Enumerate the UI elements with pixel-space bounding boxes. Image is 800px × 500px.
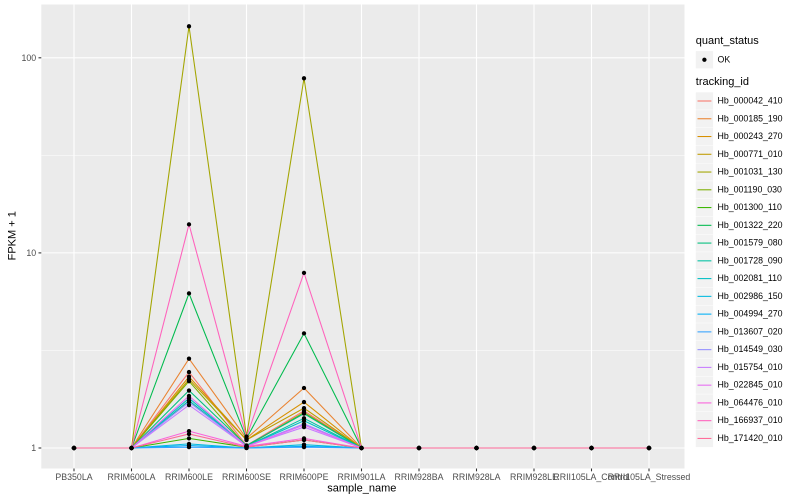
svg-text:Hb_015754_010: Hb_015754_010 (718, 362, 783, 372)
svg-text:RRIM600PE: RRIM600PE (280, 472, 329, 482)
svg-text:RRII105LA_Stressed: RRII105LA_Stressed (608, 472, 691, 482)
svg-text:quant_status: quant_status (696, 35, 759, 47)
svg-text:Hb_000771_010: Hb_000771_010 (718, 149, 783, 159)
svg-text:FPKM + 1: FPKM + 1 (7, 211, 19, 260)
svg-text:Hb_022845_010: Hb_022845_010 (718, 380, 783, 390)
svg-text:Hb_014549_030: Hb_014549_030 (718, 344, 783, 354)
svg-text:Hb_001728_090: Hb_001728_090 (718, 255, 783, 265)
svg-text:tracking_id: tracking_id (696, 76, 749, 88)
svg-text:10: 10 (26, 248, 36, 258)
svg-text:Hb_000185_190: Hb_000185_190 (718, 113, 783, 123)
svg-text:RRII105LA_Control: RRII105LA_Control (553, 472, 629, 482)
svg-text:RRIM928LA: RRIM928LA (453, 472, 501, 482)
svg-text:sample_name: sample_name (327, 483, 396, 495)
svg-text:RRIM600LE: RRIM600LE (165, 472, 213, 482)
svg-text:OK: OK (718, 54, 731, 64)
svg-text:Hb_013607_020: Hb_013607_020 (718, 326, 783, 336)
svg-text:Hb_000042_410: Hb_000042_410 (718, 96, 783, 106)
svg-text:Hb_001322_220: Hb_001322_220 (718, 220, 783, 230)
svg-text:Hb_001190_030: Hb_001190_030 (718, 184, 783, 194)
svg-text:Hb_000243_270: Hb_000243_270 (718, 131, 783, 141)
svg-text:RRIM600SE: RRIM600SE (222, 472, 271, 482)
svg-text:RRIM928BA: RRIM928BA (395, 472, 444, 482)
svg-text:Hb_004994_270: Hb_004994_270 (718, 309, 783, 319)
svg-text:RRIM928LE: RRIM928LE (510, 472, 558, 482)
svg-text:RRIM600LA: RRIM600LA (108, 472, 156, 482)
svg-text:Hb_166937_010: Hb_166937_010 (718, 415, 783, 425)
svg-text:RRIM901LA: RRIM901LA (338, 472, 386, 482)
svg-text:Hb_001300_110: Hb_001300_110 (718, 202, 783, 212)
svg-text:PB350LA: PB350LA (55, 472, 92, 482)
svg-text:Hb_002986_150: Hb_002986_150 (718, 291, 783, 301)
svg-text:Hb_002081_110: Hb_002081_110 (718, 273, 783, 283)
svg-text:1: 1 (31, 443, 36, 453)
svg-text:Hb_064476_010: Hb_064476_010 (718, 397, 783, 407)
svg-text:Hb_001579_080: Hb_001579_080 (718, 238, 783, 248)
svg-text:Hb_001031_130: Hb_001031_130 (718, 167, 783, 177)
svg-text:100: 100 (22, 53, 37, 63)
svg-text:Hb_171420_010: Hb_171420_010 (718, 433, 783, 443)
